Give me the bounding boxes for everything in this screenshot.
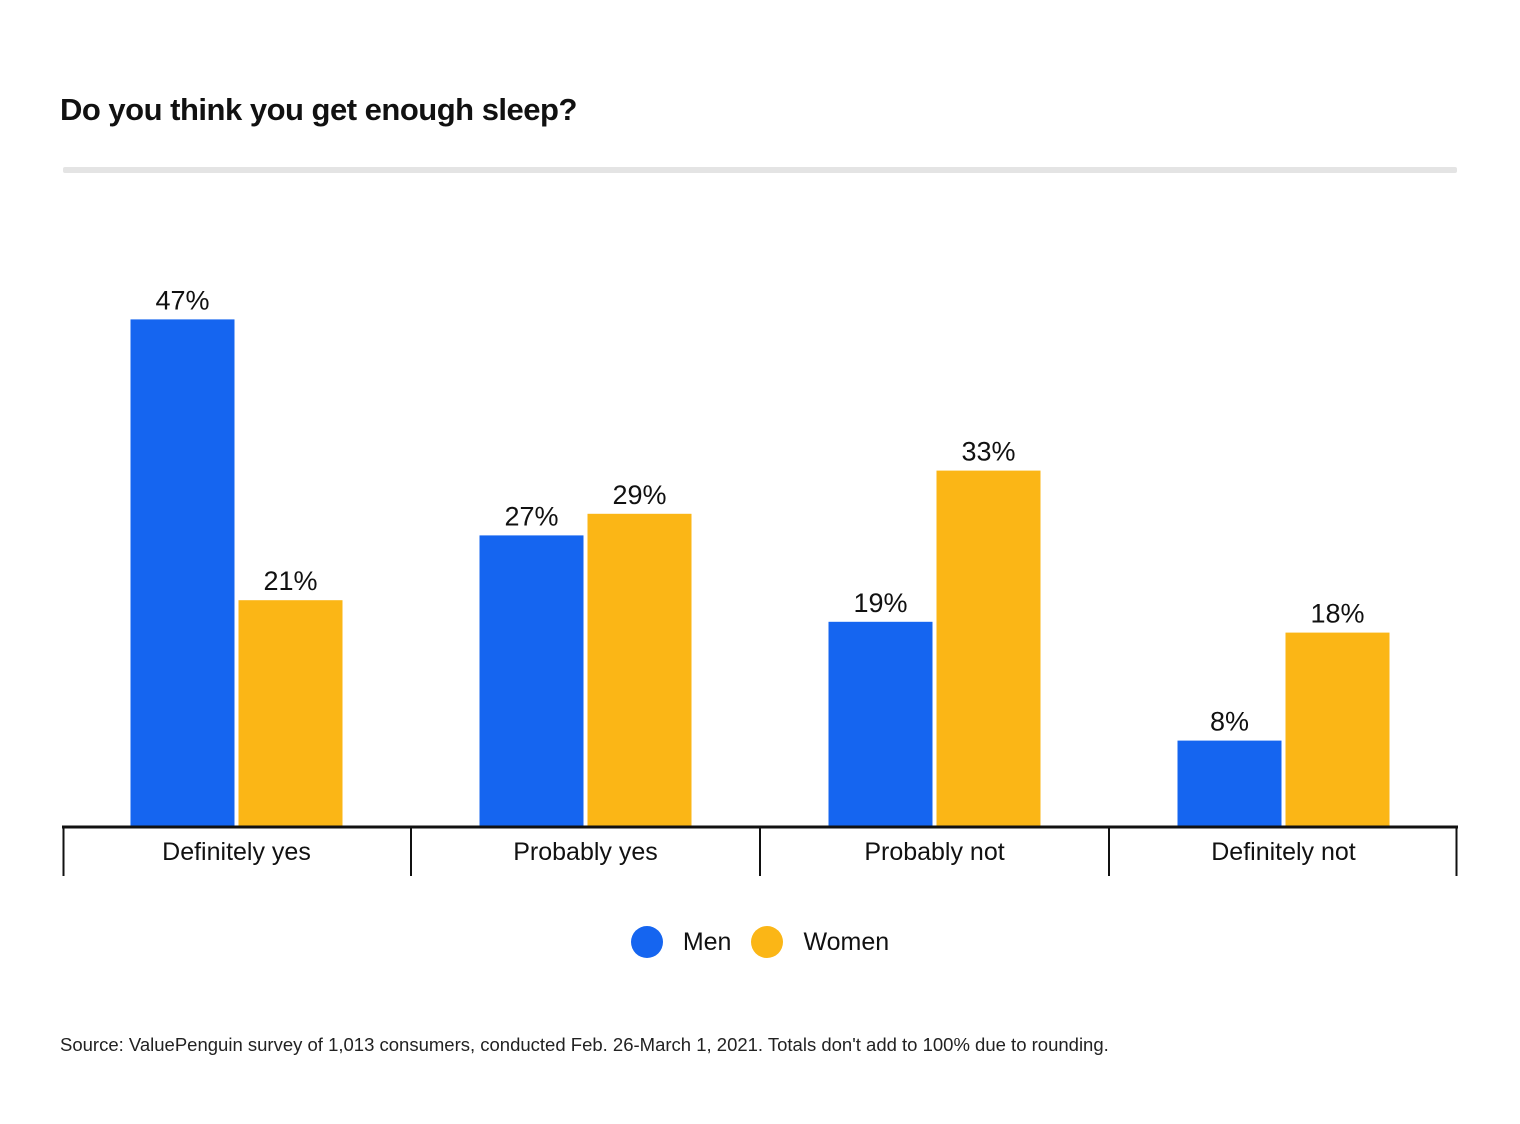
data-label-women-4: 18%: [1310, 599, 1364, 629]
bar-men-4: [1177, 740, 1282, 827]
bar-women-1: [238, 600, 343, 827]
data-label-women-1: 21%: [263, 566, 317, 596]
bar-women-3: [936, 470, 1041, 827]
bar-men-3: [828, 621, 933, 827]
bar-women-2: [587, 513, 692, 827]
x-tick-label-4: Definitely not: [1211, 838, 1356, 866]
data-label-men-1: 47%: [155, 285, 209, 315]
legend-label-women: Women: [803, 927, 890, 956]
bar-women-4: [1285, 632, 1390, 827]
source-note: Source: ValuePenguin survey of 1,013 con…: [60, 1034, 1109, 1055]
legend: Men Women: [0, 922, 1520, 962]
data-label-women-2: 29%: [612, 480, 666, 510]
data-label-men-2: 27%: [504, 501, 558, 531]
data-label-men-4: 8%: [1210, 707, 1249, 737]
bar-men-2: [479, 535, 584, 827]
bar-men-1: [130, 319, 235, 827]
x-tick-label-2: Probably yes: [513, 838, 658, 866]
title-divider: [63, 167, 1457, 173]
legend-item-men: Men: [630, 926, 732, 958]
legend-item-women: Women: [751, 926, 889, 958]
x-tick-label-3: Probably not: [864, 838, 1004, 866]
data-label-men-3: 19%: [853, 588, 907, 618]
data-label-women-3: 33%: [961, 437, 1015, 467]
chart-title: Do you think you get enough sleep?: [60, 92, 577, 127]
x-tick-label-1: Definitely yes: [162, 838, 311, 866]
legend-swatch-women: [751, 926, 784, 958]
bar-chart: 47% 21% Definitely yes 27% 29% Probably yes 19…: [62, 285, 1458, 876]
legend-label-men: Men: [682, 927, 732, 956]
legend-swatch-men: [630, 926, 663, 958]
